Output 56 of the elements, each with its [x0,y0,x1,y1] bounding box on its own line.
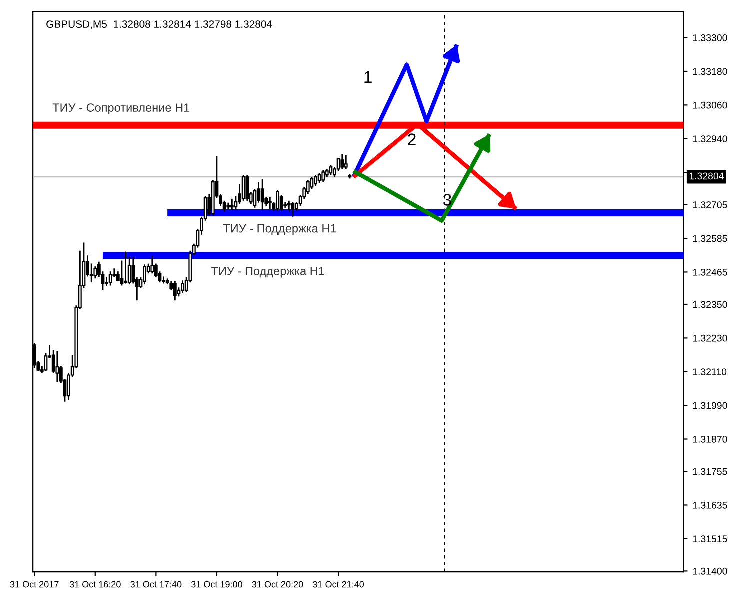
y-tick-label: 1.31400 [693,568,728,575]
y-tick-label: 1.31990 [693,402,728,410]
annotation: 1 [364,71,372,83]
line-series [352,42,460,180]
x-tick-label: 31 Oct 2017 [10,581,59,588]
y-tick-label: 1.31870 [693,436,728,443]
series-label: ТИУ - Поддержка H1 [212,267,324,278]
x-tick-label: 31 Oct 19:00 [191,581,242,588]
candlestick [173,280,177,302]
candlestick [329,164,333,176]
candlestick [276,189,280,212]
candlestick [287,200,291,213]
candlestick [94,266,98,280]
candlestick [306,179,310,195]
y-tick-label: 1.32350 [693,301,728,308]
text: GBPUSD,M5 1.32808 1.32814 1.32798 1.32804 [46,20,272,30]
candlestick [143,264,146,286]
candlestick [344,154,348,170]
y-tick-label: 1.32230 [693,334,728,342]
candlestick [56,350,60,383]
x-tick-label: 31 Oct 21:40 [313,581,364,588]
y-tick-label: 1.32705 [693,202,728,208]
y-tick-label: 1.32585 [693,235,728,242]
candlestick [268,196,272,210]
candlestick [44,352,48,372]
x-tick-label: 31 Oct 16:20 [70,581,121,588]
candlestick [246,174,250,202]
y-tick-label: 1.32110 [693,368,727,376]
candlestick [291,201,295,218]
candlestick [322,170,326,183]
candlestick [230,198,234,211]
ref-line-label: ТИУ - Сопротивление H1 [52,104,190,114]
y-tick-label: 1.33180 [693,68,728,76]
x-tick-label: 31 Oct 17:40 [130,581,182,588]
y-tick-label: 1.31635 [693,502,728,509]
candlestick [318,172,322,184]
ref-line-label: 1.32804 [690,172,724,180]
candlestick [314,174,318,187]
candlestick [181,280,184,294]
series-label: ТИУ - Поддержка H1 [223,224,336,236]
candlestick [124,251,128,284]
x-tick-label: 31 Oct 20:20 [252,581,304,588]
candlestick [150,254,154,274]
candlestick [340,154,344,170]
candlestick [280,194,284,212]
candlestick [108,270,112,286]
y-tick-label: 1.31755 [693,468,728,476]
y-tick-label: 1.33300 [693,34,728,42]
annotation: 2 [408,134,416,146]
y-tick-label: 1.33060 [693,102,728,109]
y-tick-label: 1.32465 [693,268,728,276]
candlestick [242,174,246,202]
y-tick-label: 1.32940 [693,136,728,142]
candlestick [260,178,264,210]
y-tick-label: 1.31515 [693,536,728,543]
candlestick [257,181,260,204]
